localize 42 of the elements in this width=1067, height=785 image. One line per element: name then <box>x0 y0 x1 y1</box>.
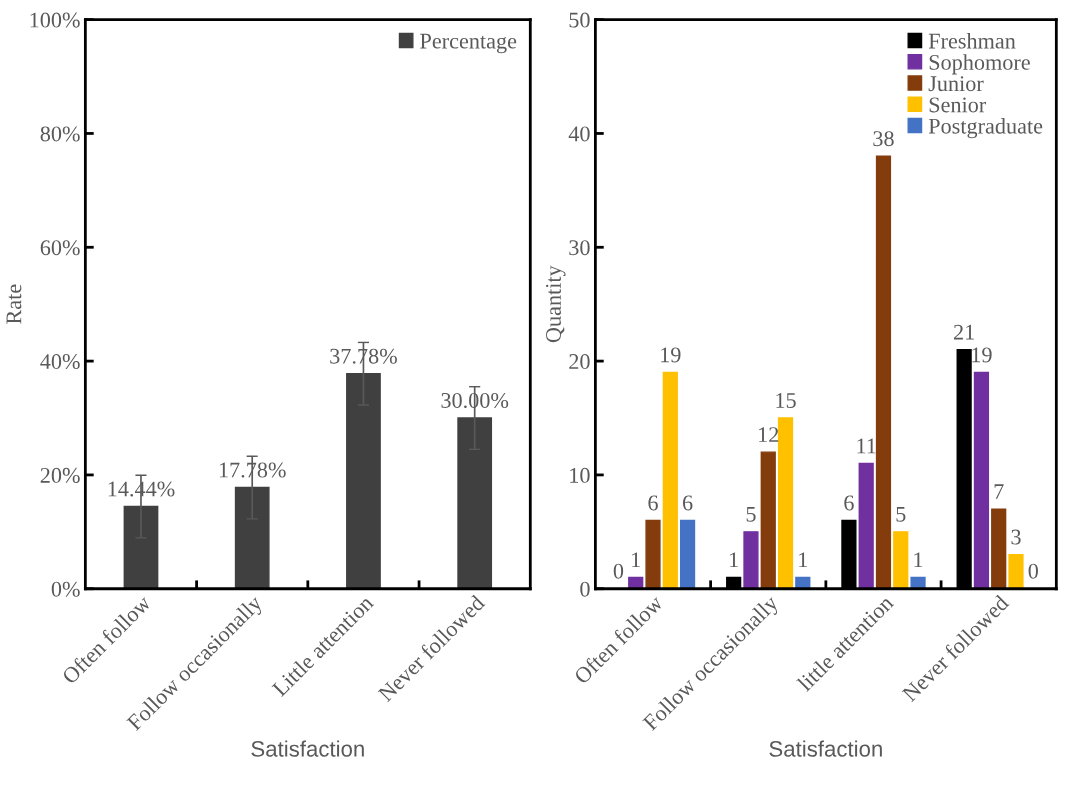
legend-label: Sophomore <box>929 54 1030 75</box>
legend-label: Freshman <box>928 32 1016 49</box>
data-label: 19 <box>972 347 992 363</box>
data-label: 21 <box>954 324 974 340</box>
data-label: 6 <box>844 495 854 511</box>
data-label: 1 <box>914 552 923 568</box>
y-tick-label: 60% <box>40 240 80 256</box>
data-label: 1 <box>730 552 738 568</box>
x-axis-title: Satisfaction <box>251 740 364 757</box>
y-tick-label: 100% <box>30 12 80 28</box>
y-tick-label: 20% <box>40 467 80 483</box>
data-label: 0 <box>613 563 624 579</box>
x-axis-title: Satisfaction <box>769 740 882 757</box>
y-tick-label: 50 <box>569 12 590 28</box>
y-tick-label: 10 <box>570 467 590 483</box>
y-axis-title: Rate <box>6 284 22 324</box>
data-label: 0 <box>1028 563 1038 579</box>
legend-label: Postgraduate <box>928 118 1043 139</box>
data-label: 6 <box>648 495 658 511</box>
data-label: 15 <box>776 393 796 408</box>
data-label: 1 <box>632 552 640 568</box>
data-label: 6 <box>682 495 693 511</box>
legend-label: Senior <box>929 97 987 113</box>
data-label: 11 <box>857 438 876 454</box>
data-label: 3 <box>1011 529 1021 545</box>
y-tick-label: 0 <box>580 581 590 597</box>
data-label: 38 <box>873 131 894 147</box>
y-tick-label: 40% <box>40 354 80 370</box>
y-tick-label: 40 <box>568 126 590 142</box>
y-tick-label: 20 <box>569 354 590 370</box>
data-label: 12 <box>759 427 779 442</box>
data-label: 1 <box>799 552 808 568</box>
y-tick-label: 80% <box>40 126 80 142</box>
legend-label: Percentage <box>420 33 517 54</box>
data-label: 7 <box>994 484 1004 499</box>
y-axis-title: Quantity <box>546 265 566 343</box>
data-label: 5 <box>746 507 756 522</box>
data-label: 19 <box>661 347 681 363</box>
data-label: 5 <box>896 507 906 522</box>
y-tick-label: 0% <box>51 581 80 597</box>
y-tick-label: 30 <box>569 240 590 256</box>
legend-label: Junior <box>928 76 984 92</box>
